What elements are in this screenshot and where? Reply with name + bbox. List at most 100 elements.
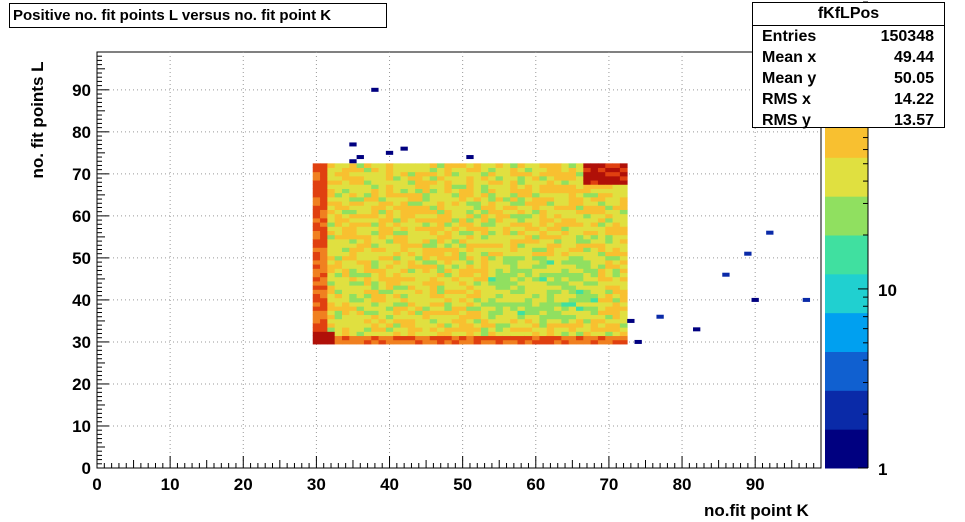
heatmap-cell [444, 314, 453, 320]
heatmap-cell [568, 213, 577, 219]
heatmap-cell [590, 297, 599, 303]
heatmap-cell [517, 230, 526, 236]
heatmap-cell [378, 314, 387, 320]
heatmap-cell [349, 251, 358, 257]
heatmap-cell [554, 222, 562, 227]
heatmap-cell [349, 335, 358, 341]
heatmap-cell [473, 175, 482, 181]
heatmap-cell [510, 260, 518, 265]
heatmap-cell [561, 184, 570, 189]
heatmap-cell [568, 260, 577, 265]
heatmap-cell [385, 247, 394, 252]
heatmap-cell [524, 226, 533, 231]
heatmap-cell [480, 314, 489, 320]
heatmap-cell [532, 201, 540, 206]
heatmap-cell [619, 272, 628, 278]
heatmap-cell [546, 222, 555, 227]
heatmap-cell [429, 255, 438, 261]
heatmap-cell [510, 297, 518, 303]
heatmap-cell [583, 255, 592, 261]
heatmap-cell [393, 255, 401, 261]
heatmap-cell [554, 331, 562, 337]
heatmap-cell [459, 318, 467, 324]
heatmap-cell [415, 293, 423, 299]
heatmap-cell [356, 238, 365, 244]
heatmap-cell [429, 268, 438, 274]
heatmap-cell [334, 251, 343, 257]
heatmap-cell [517, 201, 526, 206]
heatmap-cell [480, 209, 489, 215]
heatmap-cell [546, 297, 555, 303]
heatmap-cell [568, 247, 577, 252]
heatmap-cell [590, 260, 599, 265]
heatmap-cell [393, 234, 401, 240]
heatmap-cell [532, 205, 540, 210]
heatmap-cell [422, 226, 431, 231]
heatmap-cell [393, 272, 401, 278]
heatmap-cell [393, 222, 401, 227]
heatmap-cell [590, 180, 599, 185]
heatmap-cell [422, 184, 431, 189]
heatmap-cell [356, 302, 365, 307]
heatmap-cell [400, 175, 409, 181]
heatmap-cell [341, 285, 350, 290]
heatmap-cell [568, 285, 577, 290]
heatmap-cell [385, 230, 394, 236]
heatmap-cell [488, 247, 496, 252]
heatmap-cell [451, 327, 460, 332]
heatmap-cell [327, 184, 336, 189]
heatmap-cell [568, 230, 577, 236]
heatmap-cell [378, 192, 387, 198]
heatmap-cell [466, 226, 475, 231]
heatmap-cell [327, 251, 336, 257]
heatmap-cell [502, 339, 511, 345]
heatmap-cell [327, 264, 336, 269]
heatmap-cell [320, 323, 328, 328]
heatmap-cell [539, 192, 548, 198]
heatmap-cell [488, 184, 496, 189]
heatmap-cell [400, 163, 409, 168]
heatmap-cell [415, 268, 423, 274]
heatmap-cell [444, 264, 453, 269]
heatmap-cell [473, 335, 482, 341]
heatmap-cell [510, 205, 518, 210]
heatmap-cell [371, 247, 379, 252]
heatmap-cell [510, 306, 518, 311]
heatmap-cell [466, 289, 475, 295]
heatmap-cell [466, 268, 475, 274]
heatmap-cell [517, 234, 526, 240]
heatmap-cell [466, 201, 475, 206]
heatmap-cell [590, 281, 599, 286]
heatmap-cell [415, 171, 423, 177]
heatmap-cell [524, 234, 533, 240]
heatmap-cell [561, 171, 570, 177]
heatmap-cell [393, 327, 401, 332]
heatmap-cell [393, 314, 401, 320]
heatmap-cell [576, 276, 584, 282]
heatmap-cell [480, 285, 489, 290]
heatmap-cell [437, 209, 445, 215]
heatmap-cell [356, 335, 365, 341]
heatmap-cell [378, 323, 387, 328]
heatmap-cell [473, 201, 482, 206]
heatmap-cell [312, 297, 321, 303]
heatmap-cell [341, 217, 350, 223]
heatmap-cell [385, 201, 394, 206]
heatmap-cell [480, 180, 489, 185]
heatmap-cell [568, 327, 577, 332]
heatmap-cell [480, 272, 489, 278]
heatmap-cell [327, 285, 336, 290]
heatmap-cell [612, 339, 621, 345]
heatmap-cell [532, 247, 540, 252]
heatmap-cell [415, 205, 423, 210]
heatmap-cell [473, 226, 482, 231]
heatmap-cell [400, 260, 409, 265]
heatmap-cell [451, 213, 460, 219]
heatmap-cell [561, 230, 570, 236]
heatmap-cell [451, 264, 460, 269]
heatmap-cell [400, 264, 409, 269]
heatmap-cell [510, 310, 518, 316]
heatmap-cell [422, 272, 431, 278]
heatmap-cell [415, 217, 423, 223]
heatmap-cell [320, 209, 328, 215]
